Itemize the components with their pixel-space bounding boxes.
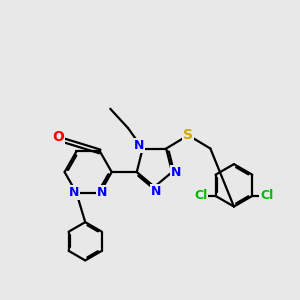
Text: N: N [69,186,79,199]
Text: N: N [151,185,161,198]
Text: Cl: Cl [194,189,208,203]
Text: N: N [134,139,144,152]
Text: O: O [52,130,64,144]
Text: N: N [171,166,182,178]
Text: N: N [97,186,107,199]
Text: Cl: Cl [260,189,274,203]
Text: S: S [183,128,193,142]
